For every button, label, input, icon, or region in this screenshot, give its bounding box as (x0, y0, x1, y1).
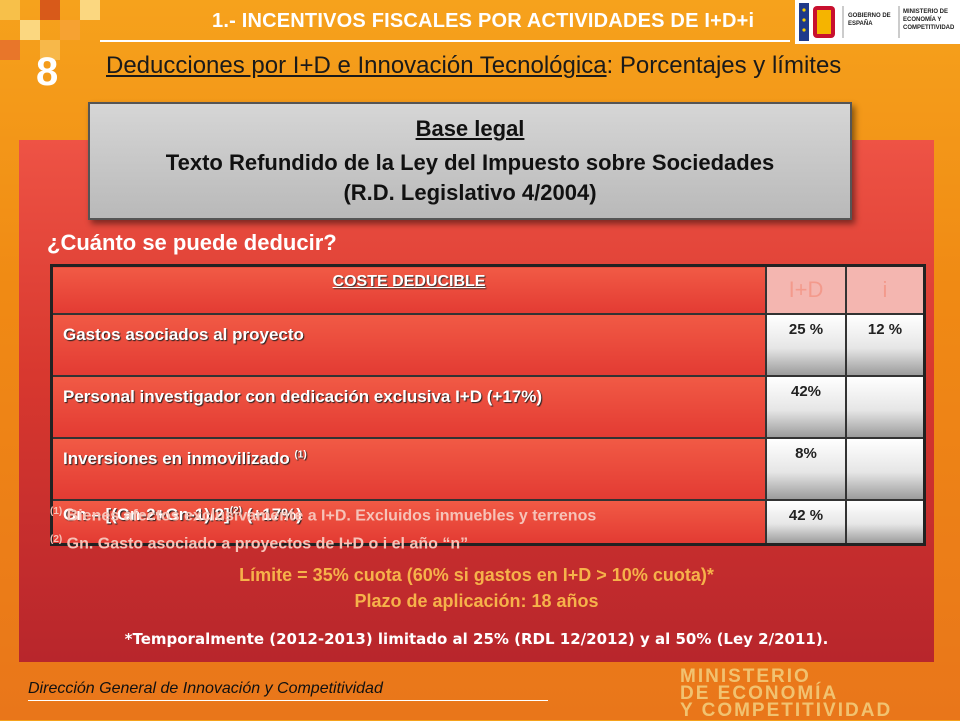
row-value-i: 12 % (845, 313, 926, 377)
decorative-square (0, 0, 20, 20)
row-label: Inversiones en inmovilizado (1) (50, 437, 767, 501)
header-bar: 1.- INCENTIVOS FISCALES POR ACTIVIDADES … (100, 0, 800, 40)
footnote-text: Bienes afectos exclusivamente a I+D. Exc… (62, 507, 597, 525)
row-value-i (845, 375, 926, 439)
row-value-i (845, 437, 926, 501)
header-divider (100, 40, 790, 42)
decorative-square (40, 0, 60, 20)
decorative-square (20, 20, 40, 40)
base-legal-box: Base legal Texto Refundido de la Ley del… (88, 102, 852, 220)
coat-of-arms-icon (795, 0, 960, 44)
logo-ministerio-text: MINISTERIO DE ECONOMÍA Y COMPETITIVIDAD (903, 9, 955, 31)
footnote-mark: (2) (50, 534, 63, 546)
row-value-id: 8% (765, 437, 847, 501)
temporal-note: *Temporalmente (2012-2013) limitado al 2… (124, 630, 829, 648)
row-footnote-mark: (2) (229, 505, 242, 517)
logo-gobierno-text: GOBIERNO DE ESPAÑA (848, 13, 891, 27)
ministry-watermark: MINISTERIO DE ECONOMÍA Y COMPETITIVIDAD (680, 666, 893, 721)
header-coste: COSTE DEDUCIBLE (50, 264, 767, 315)
deduction-table: COSTE DEDUCIBLE I+D i Gastos asociados a… (50, 264, 926, 546)
row-value-id: 25 % (765, 313, 847, 377)
header-title: 1.- INCENTIVOS FISCALES POR ACTIVIDADES … (212, 10, 755, 32)
limit-line2: Plazo de aplicación: 18 años (354, 591, 599, 611)
limit-text: Límite = 35% cuota (60% si gastos en I+D… (19, 562, 934, 614)
footnotes: (1) Bienes afectos exclusivamente a I+D.… (50, 500, 596, 557)
row-label-text: Inversiones en inmovilizado (63, 449, 295, 468)
government-logo: GOBIERNO DE ESPAÑA MINISTERIO DE ECONOMÍ… (795, 0, 960, 44)
row-value-id: 42% (765, 375, 847, 439)
slide-number: 8 (36, 50, 59, 94)
footer-divider (28, 700, 548, 701)
footnote-1: (1) Bienes afectos exclusivamente a I+D.… (50, 500, 596, 528)
row-label: Gastos asociados al proyecto (50, 313, 767, 377)
base-legal-line1: Texto Refundido de la Ley del Impuesto s… (165, 150, 775, 175)
base-legal-line2: (R.D. Legislativo 4/2004) (343, 180, 597, 205)
row-label: Gn – [(Gn-2+Gn-1)/2](2) (+17%) (50, 499, 767, 546)
footer-text: Dirección General de Innovación y Compet… (28, 680, 383, 697)
decorative-square (80, 0, 100, 20)
header-i: i (845, 264, 926, 315)
table-header-row: COSTE DEDUCIBLE I+D i (50, 264, 926, 315)
footnote-2: (2) Gn. Gasto asociado a proyectos de I+… (50, 528, 596, 556)
subtitle-underlined: Deducciones por I+D e Innovación Tecnoló… (106, 52, 607, 79)
limit-line1: Límite = 35% cuota (60% si gastos en I+D… (239, 565, 714, 585)
base-legal-text: Texto Refundido de la Ley del Impuesto s… (90, 148, 850, 208)
table-row: Gn – [(Gn-2+Gn-1)/2](2) (+17%) 42 % (50, 499, 926, 546)
row-label-text: Gn – [(Gn-2+Gn-1)/2] (63, 505, 230, 524)
base-legal-title: Base legal (415, 116, 525, 141)
ministry-line2: DE ECONOMÍA (680, 683, 839, 704)
row-label: Personal investigador con dedicación exc… (50, 375, 767, 439)
row-value-i (845, 499, 926, 546)
row-value-id: 42 % (765, 499, 847, 546)
decorative-square (60, 20, 80, 40)
row-label-text: Personal investigador con dedicación exc… (63, 387, 543, 406)
row-footnote-mark: (1) (294, 449, 307, 461)
subtitle-rest: : Porcentajes y límites (606, 52, 842, 79)
ministry-line1: MINISTERIO (680, 666, 811, 687)
decorative-square (40, 40, 60, 60)
row-label-text: Gastos asociados al proyecto (63, 325, 304, 344)
header-id: I+D (765, 264, 847, 315)
footnote-mark: (1) (50, 506, 63, 517)
table-row: Gastos asociados al proyecto 25 % 12 % (50, 313, 926, 377)
table-row: Personal investigador con dedicación exc… (50, 375, 926, 439)
footnote-text: Gn. Gasto asociado a proyectos de I+D o … (62, 535, 469, 553)
slide-subtitle: Deducciones por I+D e Innovación Tecnoló… (106, 52, 841, 80)
question-heading: ¿Cuánto se puede deducir? (47, 230, 337, 255)
row-label-suffix: (+17%) (241, 505, 302, 524)
ministry-line3: Y COMPETITIVIDAD (680, 700, 893, 721)
decorative-square (0, 40, 20, 60)
table-row: Inversiones en inmovilizado (1) 8% (50, 437, 926, 501)
